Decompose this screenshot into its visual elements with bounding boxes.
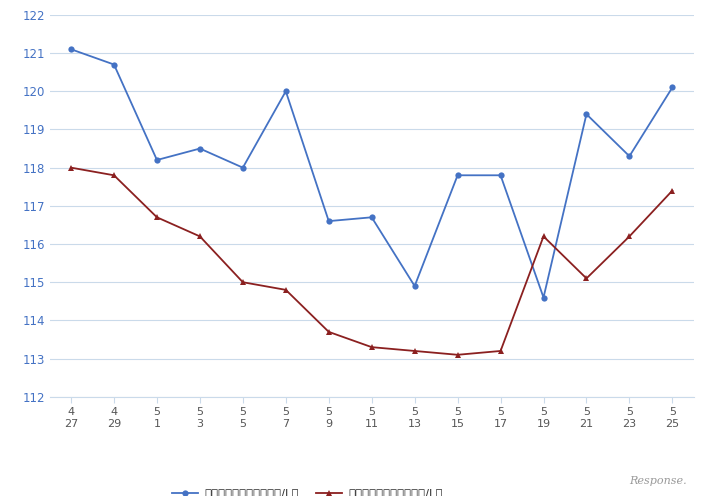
レギュラー実売価格（円/L）: [668, 187, 677, 193]
レギュラー実売価格（円/L）: [453, 352, 462, 358]
レギュラー実売価格（円/L）: [367, 344, 376, 350]
レギュラー実売価格（円/L）: [539, 234, 548, 240]
レギュラー看板価格（円/L）: [195, 146, 204, 152]
レギュラー看板価格（円/L）: [411, 283, 419, 289]
レギュラー看板価格（円/L）: [668, 84, 677, 90]
レギュラー看板価格（円/L）: [496, 172, 505, 178]
レギュラー看板価格（円/L）: [110, 62, 118, 67]
レギュラー看板価格（円/L）: [153, 157, 161, 163]
Text: Response.: Response.: [629, 476, 687, 486]
レギュラー実売価格（円/L）: [625, 234, 634, 240]
レギュラー看板価格（円/L）: [367, 214, 376, 220]
レギュラー看板価格（円/L）: [324, 218, 333, 224]
Line: レギュラー実売価格（円/L）: レギュラー実売価格（円/L）: [68, 165, 675, 358]
レギュラー実売価格（円/L）: [496, 348, 505, 354]
レギュラー実売価格（円/L）: [195, 234, 204, 240]
レギュラー看板価格（円/L）: [539, 295, 548, 301]
レギュラー実売価格（円/L）: [153, 214, 161, 220]
レギュラー実売価格（円/L）: [282, 287, 290, 293]
レギュラー実売価格（円/L）: [67, 165, 75, 171]
レギュラー実売価格（円/L）: [110, 172, 118, 178]
Line: レギュラー看板価格（円/L）: レギュラー看板価格（円/L）: [68, 46, 675, 301]
レギュラー実売価格（円/L）: [324, 329, 333, 335]
レギュラー看板価格（円/L）: [625, 153, 634, 159]
レギュラー実売価格（円/L）: [239, 279, 247, 285]
レギュラー看板価格（円/L）: [582, 111, 590, 117]
レギュラー実売価格（円/L）: [582, 275, 590, 281]
レギュラー実売価格（円/L）: [411, 348, 419, 354]
Legend: レギュラー看板価格（円/L）, レギュラー実売価格（円/L）: レギュラー看板価格（円/L）, レギュラー実売価格（円/L）: [167, 483, 447, 496]
レギュラー看板価格（円/L）: [453, 172, 462, 178]
レギュラー看板価格（円/L）: [67, 46, 75, 52]
レギュラー看板価格（円/L）: [282, 88, 290, 94]
レギュラー看板価格（円/L）: [239, 165, 247, 171]
